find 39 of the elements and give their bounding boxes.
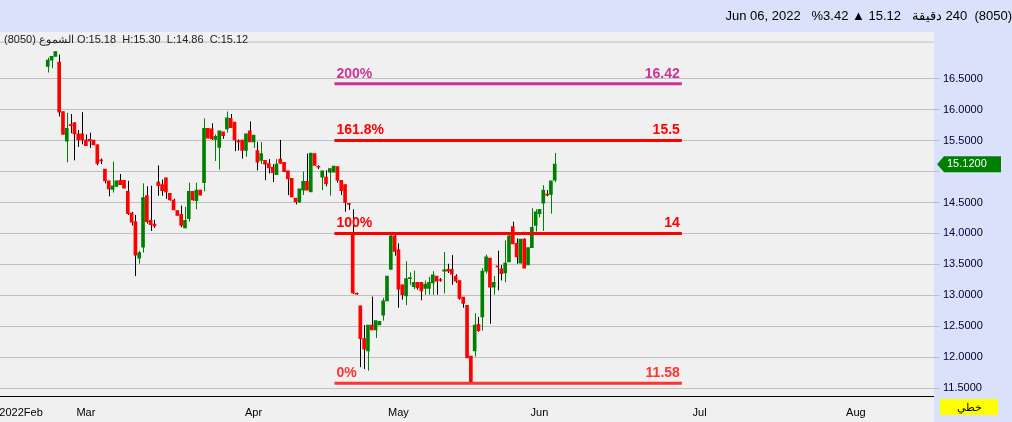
candlestick [64, 112, 69, 163]
candlestick [225, 111, 229, 134]
x-tick-label: Apr [245, 406, 263, 419]
candlestick [369, 296, 374, 331]
ref-line-label: 16.42 [644, 64, 681, 81]
candlestick [263, 159, 267, 181]
y-tick-label: 14.0000 [943, 226, 983, 239]
x-tick-label: May [388, 406, 410, 419]
x-tick-label: Jul [692, 406, 707, 419]
y-tick-label: 12.5000 [943, 319, 983, 332]
y-tick-label: 13.0000 [943, 288, 983, 301]
x-tick-label: 2022Feb [0, 406, 43, 419]
text: خطي [940, 398, 998, 415]
annotation: 0% [336, 364, 358, 381]
annotation: 161.8% [336, 121, 385, 138]
candlestick [80, 111, 84, 145]
candlestick [305, 153, 309, 191]
candlestick [259, 141, 264, 165]
y-tick-label: 16.5000 [943, 71, 983, 84]
x-tick-label: Mar [76, 406, 96, 419]
y-tick-label: 14.5000 [943, 195, 983, 208]
ref-line-label: 11.58 [645, 364, 681, 381]
candlestick [343, 184, 347, 213]
chart-subtitle: الشموع (8050) O:15.18 H:15.30 L:14.86 C:15.12 [4, 33, 249, 46]
y-tick-label: 11.5000 [943, 381, 982, 394]
y-tick-label: 12.0000 [943, 350, 983, 363]
chart-title: (8050) 240 دقيقة 15.12 ▲ 3.42% Jun 06, 2022 [0, 0, 1012, 32]
y-tick-label: 13.5000 [943, 257, 983, 270]
text: 15.1200 [947, 157, 987, 170]
annotation: 200% [336, 64, 373, 81]
ref-line-label: 14 [664, 214, 681, 231]
candlestick [247, 120, 252, 143]
x-tick-label: Jun [530, 406, 549, 419]
candlestick [491, 275, 496, 296]
y-tick-label: 15.5000 [943, 133, 983, 146]
ref-line-label: 15.5 [652, 121, 681, 138]
x-tick-label: Aug [846, 406, 866, 419]
y-tick-label: 16.0000 [943, 102, 983, 115]
candlestick [552, 152, 557, 183]
